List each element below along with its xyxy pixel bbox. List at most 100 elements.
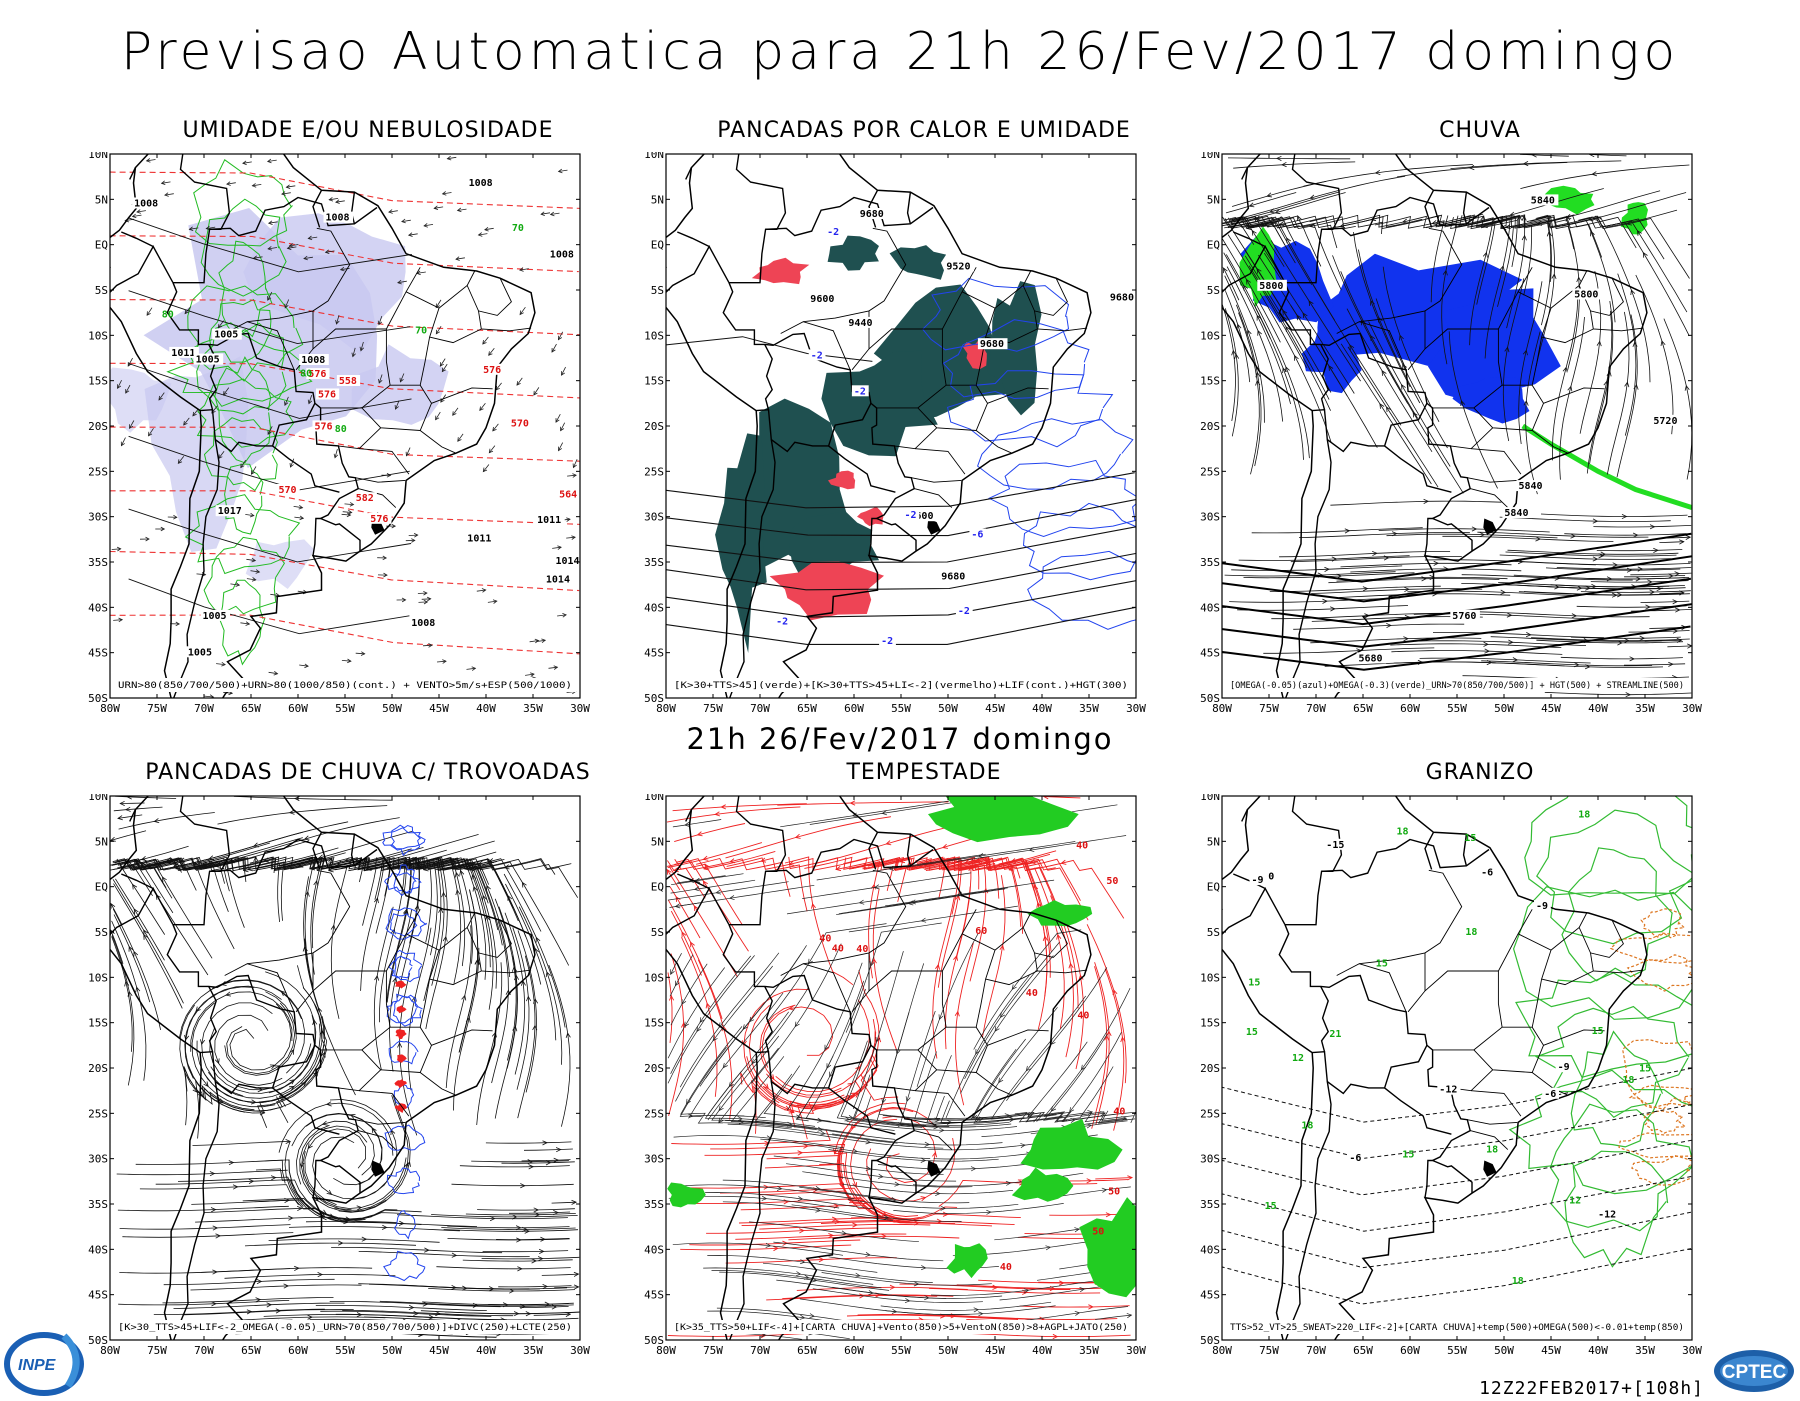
map-plot: 151815151518181818211818151215151215-6-6… <box>1200 794 1760 1360</box>
lon-tick-label: 65W <box>1353 1344 1373 1357</box>
contour-label: 9680 <box>980 339 1004 350</box>
lat-tick-label: 5N <box>1207 835 1220 848</box>
contour-label: -9 <box>1252 875 1264 886</box>
contour-label: 80 <box>335 424 347 435</box>
lon-tick-label: 70W <box>194 702 214 715</box>
lon-tick-label: 35W <box>1635 1344 1655 1357</box>
contour-label: -2 <box>905 510 917 521</box>
lat-tick-label: 40S <box>88 1243 108 1256</box>
contour-label: 1011 <box>467 534 491 545</box>
lat-tick-label: 10S <box>88 329 108 342</box>
lat-tick-label: 25S <box>88 1107 108 1120</box>
lon-tick-label: 60W <box>1400 702 1420 715</box>
lat-tick-label: 20S <box>88 420 108 433</box>
lat-tick-label: 10S <box>1200 971 1220 984</box>
lon-tick-label: 45W <box>1541 1344 1561 1357</box>
contour-label: 1005 <box>188 647 212 658</box>
lon-tick-label: 40W <box>1032 702 1052 715</box>
lon-tick-label: 75W <box>703 702 723 715</box>
lon-tick-label: 55W <box>335 1344 355 1357</box>
lat-tick-label: 35S <box>644 1198 664 1211</box>
contour-label: 18 <box>1512 1276 1524 1287</box>
contour-label: -15 <box>1326 840 1344 851</box>
contour-label: -12 <box>1598 1210 1616 1221</box>
lon-tick-label: 50W <box>1494 1344 1514 1357</box>
panel-title: CHUVA <box>1200 118 1760 143</box>
contour-label: -2 <box>881 636 893 647</box>
lat-tick-label: 30S <box>644 1153 664 1166</box>
lat-tick-label: 45S <box>1200 1289 1220 1302</box>
inpe-logo: INPE <box>4 1328 90 1396</box>
lat-tick-label: 25S <box>1200 1107 1220 1120</box>
contour-label: 18 <box>1465 927 1477 938</box>
contour-label: 1014 <box>546 574 570 585</box>
lon-tick-label: 75W <box>147 1344 167 1357</box>
contour-label: -9 <box>1558 1062 1570 1073</box>
lat-tick-label: 40S <box>644 1243 664 1256</box>
contour-label: -6 <box>1544 1089 1556 1100</box>
contour-label: 70 <box>415 326 427 337</box>
contour-label: 0 <box>1268 871 1274 882</box>
contour-label: 12 <box>1569 1196 1581 1207</box>
lon-tick-label: 70W <box>194 1344 214 1357</box>
contour-label: 15 <box>1246 1027 1258 1038</box>
lon-tick-label: 50W <box>938 1344 958 1357</box>
contour-label: 40 <box>1026 988 1038 999</box>
lon-tick-label: 80W <box>656 702 676 715</box>
contour-label: 1005 <box>203 611 227 622</box>
lat-tick-label: 20S <box>88 1062 108 1075</box>
contour-label: 9680 <box>1110 293 1134 304</box>
lon-tick-label: 75W <box>147 702 167 715</box>
contour-label: 1011 <box>537 515 561 526</box>
contour-label: -2 <box>827 227 839 238</box>
contour-label: 70 <box>512 223 524 234</box>
lat-tick-label: 25S <box>88 465 108 478</box>
lon-tick-label: 80W <box>1212 702 1232 715</box>
contour-label: 5720 <box>1653 416 1677 427</box>
lat-tick-label: 25S <box>644 1107 664 1120</box>
lon-tick-label: 65W <box>1353 702 1373 715</box>
lat-tick-label: 5N <box>651 193 664 206</box>
lon-tick-label: 35W <box>523 702 543 715</box>
contour-label: 60 <box>975 926 987 937</box>
lon-tick-label: 55W <box>891 1344 911 1357</box>
contour-label: 15 <box>1248 978 1260 989</box>
lat-tick-label: 35S <box>644 556 664 569</box>
contour-label: 1008 <box>301 355 325 366</box>
lon-tick-label: 45W <box>1541 702 1561 715</box>
panel-legend: [K>30_TTS>45+LIF<-2_OMEGA(-0.05)_URN>70(… <box>118 1323 572 1333</box>
map-plot: 96809680968096809600960095209440-2-2-2-2… <box>644 152 1204 718</box>
contour-label: 12 <box>1292 1053 1304 1064</box>
lat-tick-label: 40S <box>88 601 108 614</box>
contour-label: 1008 <box>134 199 158 210</box>
contour-label: 40 <box>1077 1011 1089 1022</box>
lon-tick-label: 75W <box>1259 702 1279 715</box>
lon-tick-label: 80W <box>100 1344 120 1357</box>
lat-tick-label: 15S <box>644 1017 664 1030</box>
lat-tick-label: 35S <box>1200 1198 1220 1211</box>
contour-label: 1017 <box>218 506 242 517</box>
contour-label: -2 <box>811 350 823 361</box>
lon-tick-label: 50W <box>382 702 402 715</box>
panel-title: PANCADAS DE CHUVA C/ TROVOADAS <box>88 760 648 785</box>
lon-tick-label: 70W <box>1306 1344 1326 1357</box>
contour-label: 5800 <box>1259 281 1283 292</box>
lon-tick-label: 45W <box>985 702 1005 715</box>
contour-label: 5800 <box>1574 290 1598 301</box>
contour-label: 50 <box>1108 1186 1120 1197</box>
lat-tick-label: 5S <box>1207 926 1220 939</box>
lat-tick-label: 20S <box>1200 420 1220 433</box>
lon-tick-label: 55W <box>1447 1344 1467 1357</box>
lat-tick-label: 10N <box>88 152 108 161</box>
lon-tick-label: 30W <box>570 1344 590 1357</box>
lon-tick-label: 55W <box>335 702 355 715</box>
lon-tick-label: 75W <box>703 1344 723 1357</box>
contour-label: 40 <box>856 944 868 955</box>
contour-label: 50 <box>1092 1227 1104 1238</box>
contour-label: 18 <box>1578 810 1590 821</box>
lon-tick-label: 75W <box>1259 1344 1279 1357</box>
